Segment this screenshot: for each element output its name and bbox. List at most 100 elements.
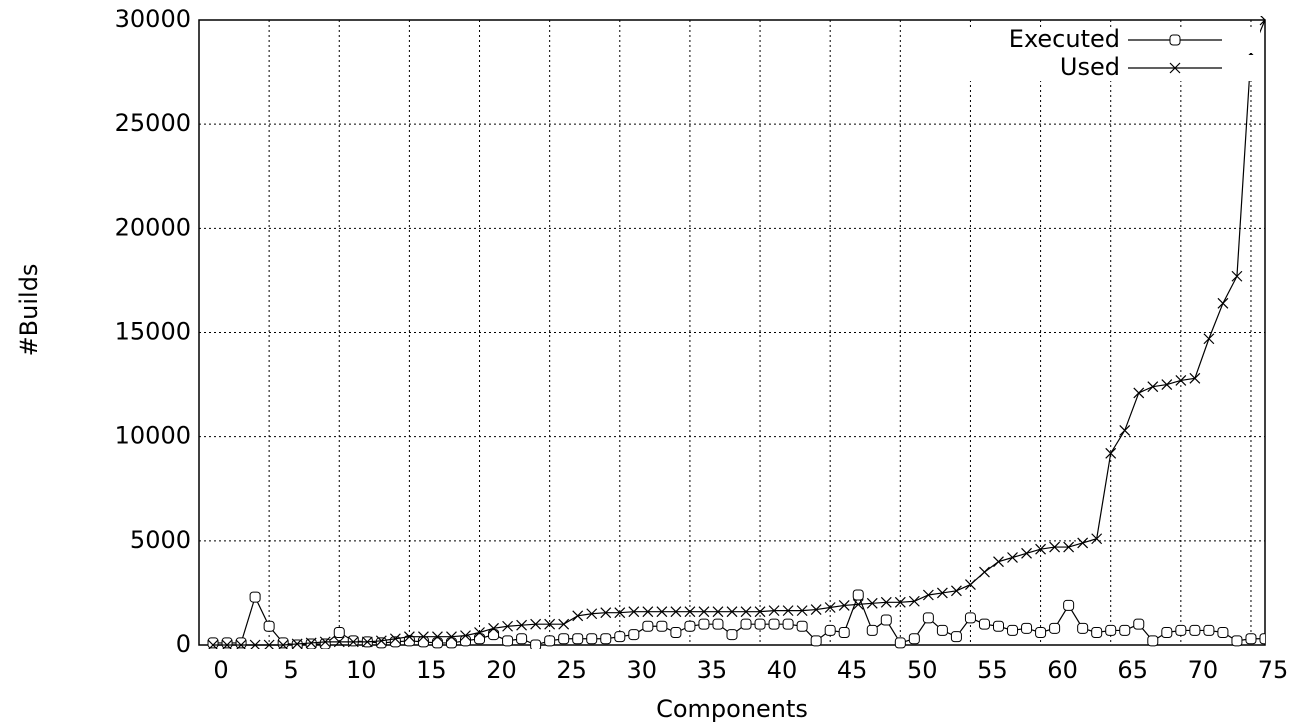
point bbox=[922, 589, 934, 601]
point bbox=[460, 635, 471, 647]
y-tick-label: 5000 bbox=[130, 526, 191, 554]
point bbox=[1105, 624, 1117, 636]
point bbox=[684, 606, 696, 618]
point bbox=[1105, 447, 1117, 459]
point bbox=[628, 629, 640, 641]
point bbox=[389, 633, 401, 645]
point bbox=[502, 635, 514, 647]
x-tick-label: 40 bbox=[767, 656, 798, 684]
point bbox=[1007, 624, 1019, 636]
point bbox=[810, 635, 822, 647]
point bbox=[572, 610, 584, 622]
point bbox=[880, 614, 892, 626]
point bbox=[1161, 627, 1173, 638]
x-tick-label: 25 bbox=[556, 656, 587, 684]
legend-label: Used bbox=[1060, 53, 1120, 81]
point bbox=[319, 636, 331, 648]
point bbox=[474, 633, 486, 645]
point bbox=[263, 639, 275, 649]
point bbox=[1091, 533, 1103, 545]
point bbox=[361, 636, 373, 648]
point bbox=[221, 639, 233, 649]
point bbox=[950, 585, 962, 597]
y-axis-label: #Builds bbox=[15, 264, 43, 357]
point bbox=[670, 627, 682, 638]
point bbox=[1035, 543, 1047, 555]
point bbox=[670, 606, 682, 618]
point bbox=[1119, 624, 1131, 636]
point bbox=[782, 605, 794, 617]
point bbox=[446, 631, 457, 643]
y-tick-label: 0 bbox=[176, 630, 191, 658]
point bbox=[614, 631, 626, 643]
point bbox=[375, 635, 387, 647]
point bbox=[333, 627, 345, 638]
point bbox=[1147, 635, 1159, 647]
point bbox=[1161, 379, 1173, 391]
point bbox=[1175, 374, 1187, 386]
point bbox=[965, 579, 976, 591]
point bbox=[544, 618, 556, 630]
point bbox=[838, 599, 850, 611]
point bbox=[1035, 627, 1047, 638]
point bbox=[754, 606, 766, 618]
point bbox=[488, 622, 499, 634]
point bbox=[600, 607, 612, 619]
x-tick-label: 60 bbox=[1047, 656, 1078, 684]
point bbox=[950, 631, 962, 643]
x-tick-label: 5 bbox=[283, 656, 298, 684]
point bbox=[417, 631, 429, 643]
point bbox=[684, 620, 696, 632]
point bbox=[572, 633, 584, 645]
point bbox=[838, 627, 850, 638]
y-tick-label: 20000 bbox=[115, 213, 191, 241]
point bbox=[502, 620, 514, 632]
point bbox=[277, 639, 289, 649]
point bbox=[530, 639, 542, 649]
point bbox=[249, 591, 261, 603]
point bbox=[796, 605, 808, 617]
point bbox=[291, 639, 303, 649]
point bbox=[1007, 552, 1018, 563]
x-tick-label: 0 bbox=[213, 656, 228, 684]
point bbox=[614, 607, 626, 619]
point bbox=[908, 633, 920, 645]
legend-label: Executed bbox=[1009, 25, 1120, 53]
point bbox=[1147, 381, 1159, 393]
point bbox=[558, 618, 570, 630]
point bbox=[810, 604, 822, 616]
point bbox=[488, 629, 500, 641]
point bbox=[712, 606, 724, 618]
point bbox=[417, 636, 429, 648]
point bbox=[445, 637, 457, 649]
point bbox=[824, 624, 836, 636]
point bbox=[460, 630, 471, 642]
point bbox=[431, 637, 443, 649]
point bbox=[1175, 624, 1187, 636]
point bbox=[235, 637, 247, 649]
point bbox=[978, 618, 990, 630]
point bbox=[656, 620, 668, 632]
series-line bbox=[213, 19, 1265, 646]
point bbox=[277, 637, 289, 649]
point bbox=[1021, 547, 1032, 559]
point bbox=[1077, 622, 1089, 634]
point bbox=[207, 639, 219, 649]
y-tick-label: 15000 bbox=[115, 318, 191, 346]
x-tick-label: 15 bbox=[416, 656, 447, 684]
point bbox=[894, 596, 906, 608]
point bbox=[936, 587, 948, 599]
point bbox=[740, 606, 752, 618]
point bbox=[558, 633, 570, 645]
point bbox=[291, 638, 303, 649]
point bbox=[979, 566, 990, 578]
point bbox=[319, 638, 331, 649]
point bbox=[740, 618, 752, 630]
series-line bbox=[213, 593, 1265, 646]
point bbox=[698, 606, 710, 618]
y-tick-label: 30000 bbox=[115, 5, 191, 33]
point bbox=[474, 627, 485, 638]
point bbox=[922, 612, 934, 624]
point bbox=[1203, 624, 1215, 636]
